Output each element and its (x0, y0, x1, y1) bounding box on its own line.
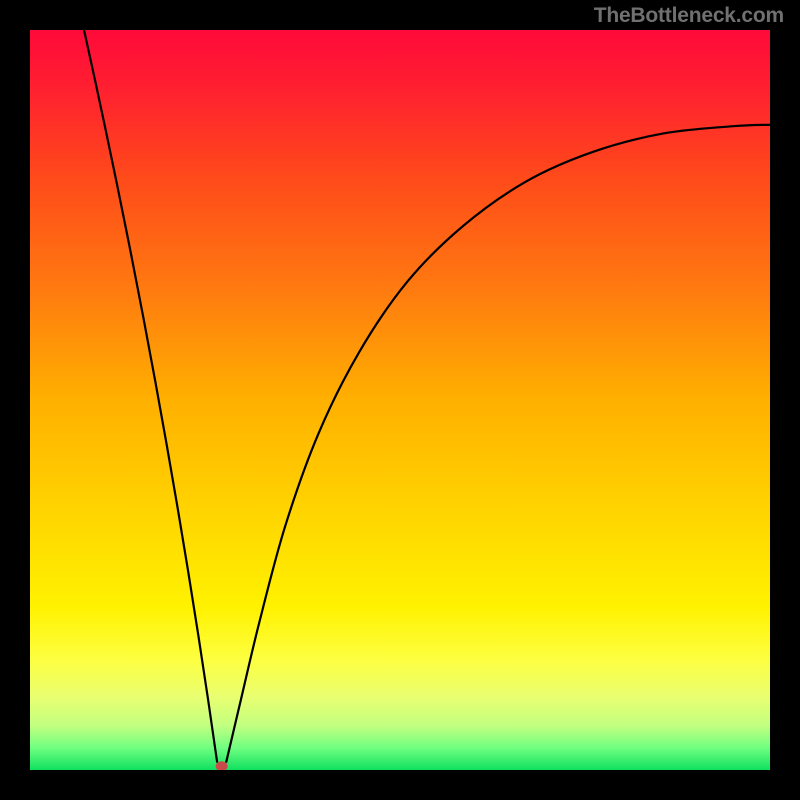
plot-area (30, 30, 770, 770)
watermark-text: TheBottleneck.com (594, 4, 784, 28)
chart-frame: TheBottleneck.com (0, 0, 800, 800)
gradient-background (30, 30, 770, 770)
plot-svg (30, 30, 770, 770)
